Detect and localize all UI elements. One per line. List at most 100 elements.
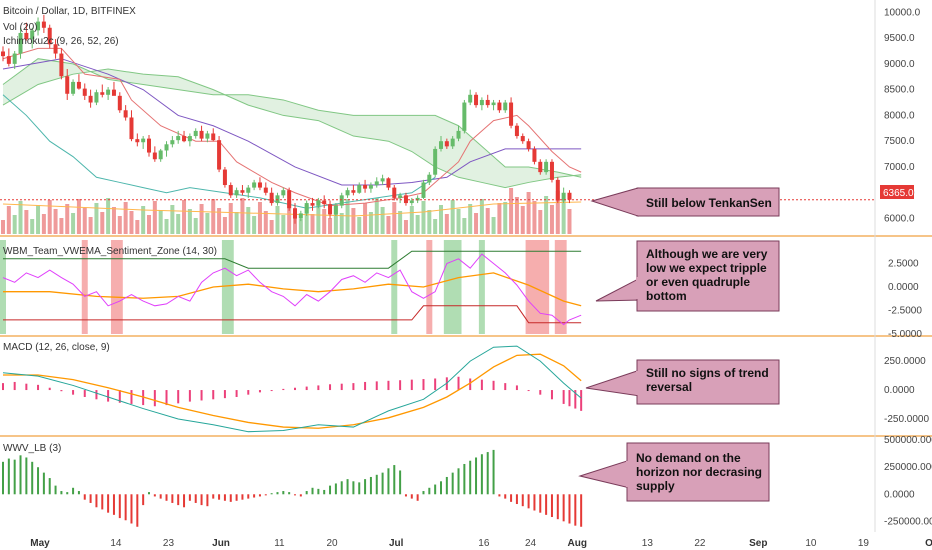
volume-bar bbox=[567, 209, 572, 234]
wbm-axis-tick-label: 2.5000 bbox=[888, 259, 919, 270]
candle-body bbox=[514, 125, 519, 137]
volume-bar bbox=[275, 206, 280, 234]
candle-body bbox=[368, 185, 373, 189]
candle-body bbox=[485, 99, 490, 106]
wwv-histogram-bar bbox=[130, 494, 133, 524]
annotation-trend[interactable]: Still no signs of trend reversal bbox=[585, 359, 780, 405]
volume-bar bbox=[398, 211, 403, 234]
macd-histogram-bar bbox=[375, 381, 378, 391]
volume-bar bbox=[561, 200, 566, 234]
callout-text-line-4: bottom bbox=[646, 289, 687, 303]
wwv-histogram-bar bbox=[235, 494, 238, 501]
wbm-axis-tick-label: -2.5000 bbox=[888, 306, 922, 317]
candle-body bbox=[491, 102, 496, 106]
wwv-histogram-bar bbox=[334, 483, 337, 495]
wwv-histogram-bar bbox=[25, 457, 28, 495]
volume-bar bbox=[433, 219, 438, 234]
volume-bar bbox=[47, 200, 52, 234]
ichimoku-legend: Ichimoku2c (9, 26, 52, 26) bbox=[3, 36, 119, 47]
macd-signal-line bbox=[3, 353, 582, 429]
price-candles[interactable] bbox=[1, 14, 572, 224]
time-axis[interactable]: May 14 23 Jun 11 20 Jul 16 24 Aug 13 22 Sep 10 19 Oct bbox=[30, 538, 932, 549]
candle-body bbox=[170, 140, 175, 145]
candle-body bbox=[24, 32, 29, 40]
wbm-green-zone bbox=[443, 240, 462, 334]
volume-bar bbox=[106, 198, 111, 234]
volume-bar bbox=[328, 218, 333, 234]
volume-bar bbox=[246, 207, 251, 234]
candle-body bbox=[479, 99, 484, 106]
candle-body bbox=[333, 205, 338, 215]
candle-body bbox=[217, 140, 222, 170]
wwv-histogram-bar bbox=[223, 494, 226, 501]
candle-body bbox=[415, 197, 420, 201]
annotation-bottom[interactable]: Although we are very low we expect tripp… bbox=[595, 240, 780, 312]
candle-body bbox=[18, 32, 23, 54]
wbm-green-zone bbox=[391, 240, 398, 334]
macd-histogram-bar bbox=[37, 384, 40, 391]
wwv-histogram-bar bbox=[66, 492, 69, 495]
volume-bar bbox=[526, 192, 531, 234]
wbm-red-zone bbox=[554, 240, 567, 334]
wwv-histogram-bar bbox=[352, 481, 355, 495]
time-axis-tick-label: 24 bbox=[525, 538, 537, 549]
wbm-red-zone bbox=[81, 240, 88, 334]
volume-bar bbox=[222, 217, 227, 234]
callout-text: Still below TenkanSen bbox=[646, 196, 772, 210]
macd-histogram-bar bbox=[364, 381, 367, 391]
volume-bar bbox=[71, 213, 76, 234]
candle-body bbox=[234, 190, 239, 196]
candle-body bbox=[106, 89, 111, 95]
volume-bar bbox=[363, 203, 368, 234]
annotation-wwv[interactable]: No demand on the horizon nor decrasing s… bbox=[578, 442, 770, 502]
candle-body bbox=[252, 182, 257, 188]
macd-histogram-bar bbox=[83, 390, 86, 397]
volume-bar bbox=[555, 191, 560, 234]
volume-bar bbox=[41, 214, 46, 234]
candle-body bbox=[444, 141, 449, 147]
volume-bar bbox=[88, 217, 93, 234]
candle-body bbox=[94, 92, 99, 103]
last-price-tag-bg bbox=[880, 185, 914, 199]
macd-histogram-bar bbox=[247, 390, 250, 395]
volume-bar bbox=[427, 210, 432, 234]
volume-bar bbox=[123, 202, 128, 234]
callout-joint bbox=[636, 189, 639, 215]
price-axis[interactable]: 10000.0 9500.0 9000.0 8500.0 8000.0 7500.0 700… bbox=[884, 7, 932, 527]
volume-bar bbox=[257, 202, 262, 234]
wwv-histogram-bar bbox=[393, 465, 396, 495]
candle-body bbox=[187, 136, 192, 142]
candle-body bbox=[339, 195, 344, 206]
volume-bar bbox=[310, 214, 315, 234]
macd-histogram-bar bbox=[95, 390, 98, 400]
wwv-histogram-bar bbox=[89, 494, 92, 503]
macd-histogram-bar bbox=[399, 380, 402, 391]
macd-histogram-bar bbox=[282, 388, 285, 391]
volume-bar bbox=[193, 218, 198, 234]
wbm-axis-tick-label: -5.0000 bbox=[888, 329, 922, 340]
volume-bar bbox=[53, 209, 58, 234]
volume-bar bbox=[549, 205, 554, 234]
wbm-lower-band-line bbox=[3, 305, 582, 324]
wwv-histogram-bar bbox=[2, 461, 4, 495]
time-axis-tick-label: 19 bbox=[858, 538, 870, 549]
macd-histogram-bar bbox=[72, 390, 75, 395]
volume-bar bbox=[456, 209, 461, 234]
wbm-green-zone bbox=[478, 240, 485, 334]
wwv-histogram-bar bbox=[112, 494, 115, 515]
wwv-histogram-bar bbox=[229, 494, 232, 502]
callout-text-line-3: or even quadruple bbox=[646, 275, 750, 289]
wwv-histogram-bar bbox=[48, 478, 51, 495]
annotation-tenkansen[interactable]: Still below TenkanSen bbox=[590, 187, 780, 217]
wwv-histogram-bar bbox=[556, 494, 559, 520]
wwv-histogram-bar bbox=[212, 494, 215, 499]
wwv-histogram-bar bbox=[95, 494, 98, 508]
macd-line bbox=[2, 345, 582, 433]
candle-body bbox=[549, 161, 554, 180]
wbm-green-zone bbox=[0, 240, 6, 334]
volume-bar bbox=[152, 201, 157, 234]
wwv-histogram-bar bbox=[270, 493, 273, 495]
wwv-histogram-bar bbox=[486, 452, 489, 495]
volume-bar bbox=[24, 210, 29, 234]
